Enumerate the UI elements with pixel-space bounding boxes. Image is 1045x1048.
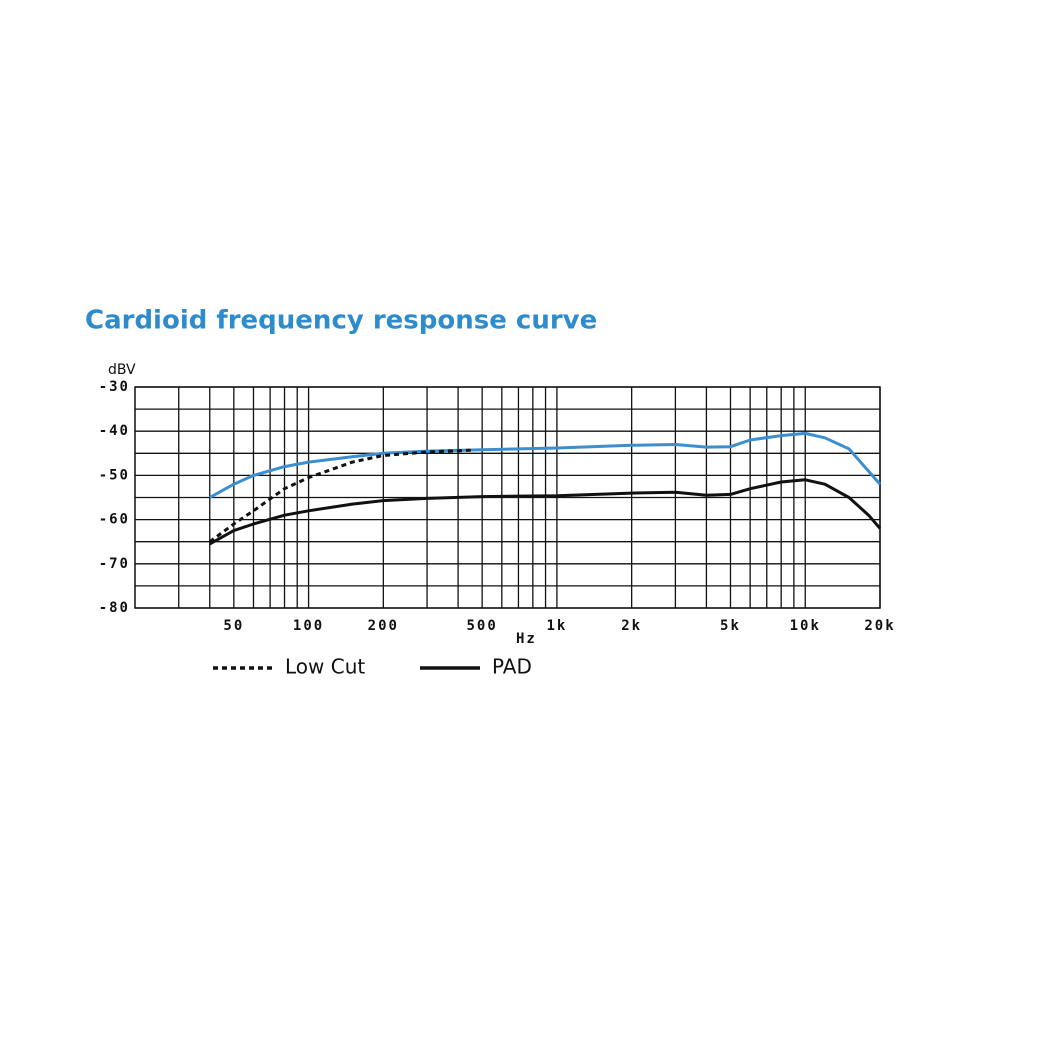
x-tick-label: 2k [621,618,642,634]
legend-label: PAD [492,655,532,679]
y-tick-label: -60 [99,512,130,528]
x-tick-label: 5k [720,618,741,634]
series-line [208,448,471,543]
legend-label: Low Cut [285,655,365,679]
y-tick-label: -40 [99,423,130,439]
x-tick-label: 500 [467,618,498,634]
y-tick-label: -70 [99,556,130,572]
x-axis-label: Hz [516,631,537,647]
plot-border [134,386,881,609]
x-tick-label: 100 [293,618,324,634]
x-tick-label: 50 [223,618,244,634]
series-line [209,478,882,546]
series-line [209,431,882,499]
x-tick-label: 200 [368,618,399,634]
x-tick-label: 10k [790,618,821,634]
y-tick-label: -50 [99,467,130,483]
chart-title: Cardioid frequency response curve [85,306,597,336]
x-tick-label: 20k [864,618,895,634]
y-tick-label: -80 [99,600,130,616]
x-tick-label: 1k [546,618,567,634]
y-axis-label: dBV [108,362,136,378]
y-tick-label: -30 [99,379,130,395]
